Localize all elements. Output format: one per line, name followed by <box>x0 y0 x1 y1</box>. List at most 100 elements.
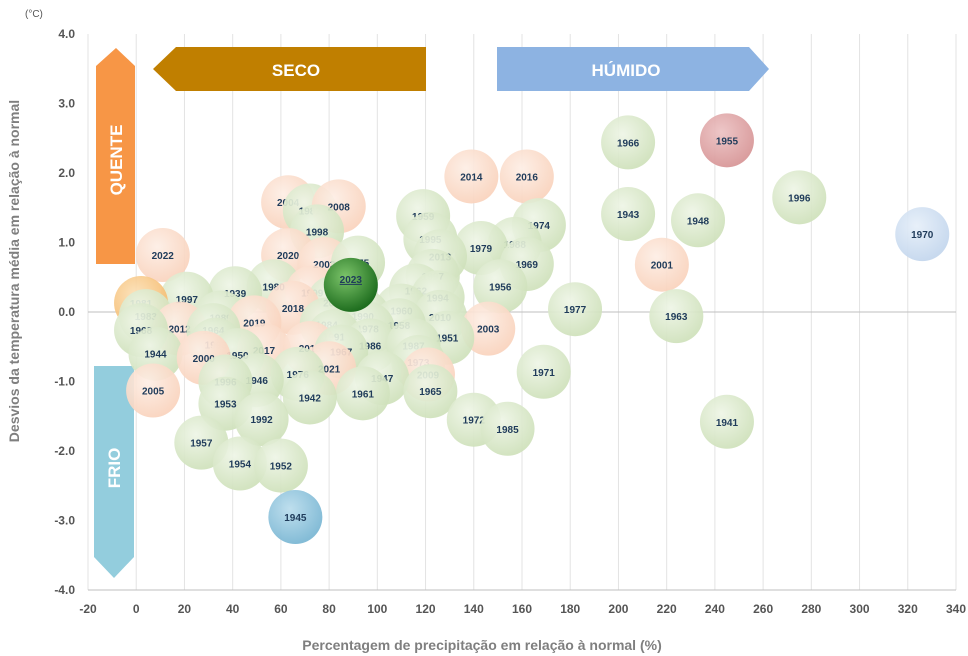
x-tick-label: 80 <box>322 602 336 616</box>
bubble-1965 <box>403 364 458 419</box>
bubble-label: 1970 <box>911 230 934 241</box>
bubble-point: 1954 <box>212 436 267 491</box>
bubble-label: 1985 <box>496 425 519 436</box>
bubble-1943 <box>601 187 656 242</box>
seco-label: SECO <box>272 61 320 80</box>
quente-arrow: QUENTE <box>96 48 135 264</box>
bubble-2003 <box>461 301 516 356</box>
y-tick-label: -2.0 <box>54 444 75 458</box>
bubble-label: 1957 <box>190 439 213 450</box>
bubble-point: 1945 <box>268 490 323 545</box>
bubble-label: 1944 <box>144 350 167 361</box>
bubble-point: 2022 <box>135 228 190 283</box>
x-tick-label: 20 <box>178 602 192 616</box>
bubble-label: 1971 <box>533 368 556 379</box>
bubble-label: 1966 <box>617 138 640 149</box>
bubble-point: 1970 <box>895 207 950 262</box>
bubble-2022 <box>135 228 190 283</box>
bubble-label: 1972 <box>463 416 486 427</box>
x-tick-label: 320 <box>898 602 918 616</box>
bubble-label: 2022 <box>152 251 175 262</box>
y-tick-label: 3.0 <box>58 97 75 111</box>
x-tick-label: -20 <box>79 602 97 616</box>
bubble-label: 1955 <box>716 136 739 147</box>
y-tick-label: 0.0 <box>58 305 75 319</box>
bubble-label: 1974 <box>528 221 551 232</box>
bubble-label: 1950 <box>226 351 249 362</box>
bubble-1952 <box>253 438 308 493</box>
y-unit-label: (°C) <box>25 9 43 20</box>
bubble-label: 1945 <box>284 513 307 524</box>
y-tick-label: -4.0 <box>54 583 75 597</box>
bubble-1970 <box>895 207 950 262</box>
bubble-label: 1939 <box>224 289 247 300</box>
bubble-1955 <box>699 113 754 168</box>
bubble-label: 1979 <box>470 244 493 255</box>
x-tick-label: 0 <box>133 602 140 616</box>
bubble-label: 1986 <box>359 341 382 352</box>
bubble-label: 1977 <box>564 305 587 316</box>
x-tick-label: 160 <box>512 602 532 616</box>
x-tick-label: 60 <box>274 602 288 616</box>
bubble-label: 2018 <box>282 304 305 315</box>
bubble-label: 2008 <box>328 202 351 213</box>
bubble-label: 2023 <box>340 275 363 286</box>
bubbles: 1966195520142016199620041982200819431959… <box>114 113 950 545</box>
x-tick-label: 200 <box>608 602 628 616</box>
seco-arrow: SECO <box>153 47 426 91</box>
y-tick-label: 4.0 <box>58 27 75 41</box>
bubble-1948 <box>671 193 726 248</box>
bubble-label: 2021 <box>318 364 341 375</box>
bubble-2023 <box>323 257 378 312</box>
x-tick-label: 40 <box>226 602 240 616</box>
bubble-label: 2014 <box>460 172 483 183</box>
bubble-label: 2005 <box>142 387 165 398</box>
y-tick-label: -1.0 <box>54 375 75 389</box>
bubble-label: 2002 <box>313 260 336 271</box>
bubble-1963 <box>649 289 704 344</box>
x-tick-label: 140 <box>464 602 484 616</box>
x-tick-label: 120 <box>416 602 436 616</box>
x-tick-label: 340 <box>946 602 966 616</box>
bubble-1954 <box>212 436 267 491</box>
bubble-point: 2005 <box>126 363 181 418</box>
bubble-label: 1998 <box>306 227 329 238</box>
x-tick-label: 180 <box>560 602 580 616</box>
x-tick-label: 280 <box>801 602 821 616</box>
y-tick-label: -3.0 <box>54 514 75 528</box>
bubble-point: 1996 <box>772 170 827 225</box>
bubble-label: 1953 <box>214 400 237 411</box>
bubble-point: 1992 <box>234 392 289 447</box>
bubble-label: 1954 <box>229 460 252 471</box>
bubble-point: 1985 <box>480 401 535 456</box>
bubble-point: 1952 <box>253 438 308 493</box>
bubble-1961 <box>335 366 390 421</box>
bubble-label: 1963 <box>665 312 688 323</box>
bubble-2014 <box>444 149 499 204</box>
bubble-point: 1948 <box>671 193 726 248</box>
bubble-1971 <box>516 344 571 399</box>
bubble-label: 1969 <box>516 260 539 271</box>
bubble-point: 1961 <box>335 366 390 421</box>
bubble-1942 <box>282 370 337 425</box>
bubble-label: 1946 <box>246 376 269 387</box>
bubble-point: 2016 <box>499 149 554 204</box>
bubble-1956 <box>473 259 528 314</box>
bubble-point: 1956 <box>473 259 528 314</box>
tick-labels: -20 0 20 40 60 80 100 120 140 160 180 200 220 240 260 2… <box>54 27 966 616</box>
bubble-point: 2001 <box>634 237 689 292</box>
bubble-2005 <box>126 363 181 418</box>
bubble-point: 2003 <box>461 301 516 356</box>
bubble-label: 1941 <box>716 418 739 429</box>
bubble-2016 <box>499 149 554 204</box>
bubble-point: 2023 <box>323 257 378 312</box>
x-tick-label: 220 <box>657 602 677 616</box>
bubble-2001 <box>634 237 689 292</box>
bubble-label: 2000 <box>193 354 216 365</box>
bubble-1941 <box>699 394 754 449</box>
bubble-point: 1971 <box>516 344 571 399</box>
bubble-label: 1956 <box>489 282 512 293</box>
bubble-1977 <box>548 282 603 337</box>
bubble-label: 2012 <box>168 325 191 336</box>
bubble-label: 1952 <box>270 462 293 473</box>
